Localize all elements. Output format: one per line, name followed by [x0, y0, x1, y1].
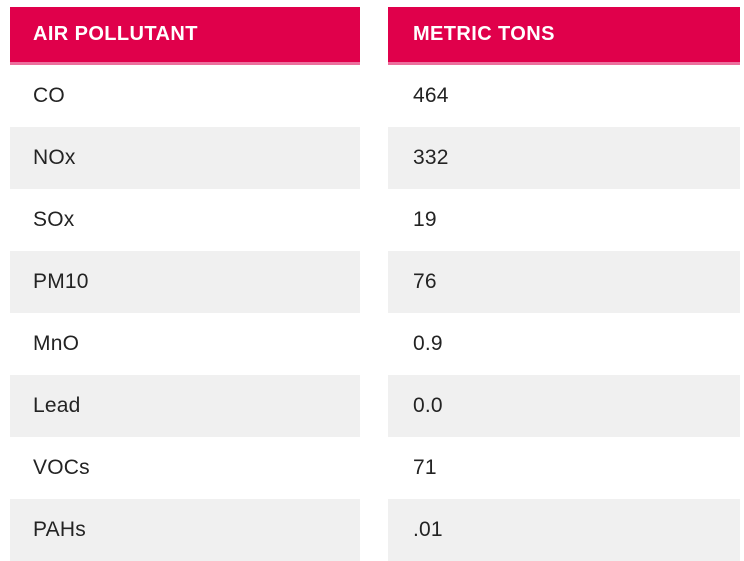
- metric-tons-value-cell: 464: [388, 65, 740, 127]
- pollutant-name-cell: NOx: [10, 127, 360, 189]
- pollutant-name-cell: SOx: [10, 189, 360, 251]
- metric-tons-value-cell: 0.9: [388, 313, 740, 375]
- metric-tons-value-cell: 0.0: [388, 375, 740, 437]
- column-header-metric-tons: METRIC TONS: [388, 7, 740, 65]
- metric-tons-value-cell: 71: [388, 437, 740, 499]
- pollutant-name-cell: MnO: [10, 313, 360, 375]
- pollutant-name-cell: PM10: [10, 251, 360, 313]
- metric-tons-value-cell: 19: [388, 189, 740, 251]
- pollutant-name-cell: VOCs: [10, 437, 360, 499]
- metric-tons-value-cell: 76: [388, 251, 740, 313]
- metric-tons-value-cell: .01: [388, 499, 740, 561]
- pollutant-name-cell: Lead: [10, 375, 360, 437]
- column-header-air-pollutant: AIR POLLUTANT: [10, 7, 360, 65]
- metric-tons-value-cell: 332: [388, 127, 740, 189]
- pollutant-name-cell: CO: [10, 65, 360, 127]
- pollutant-name-cell: PAHs: [10, 499, 360, 561]
- air-pollutant-table: AIR POLLUTANT METRIC TONS CO 464 NOx 332…: [10, 7, 740, 561]
